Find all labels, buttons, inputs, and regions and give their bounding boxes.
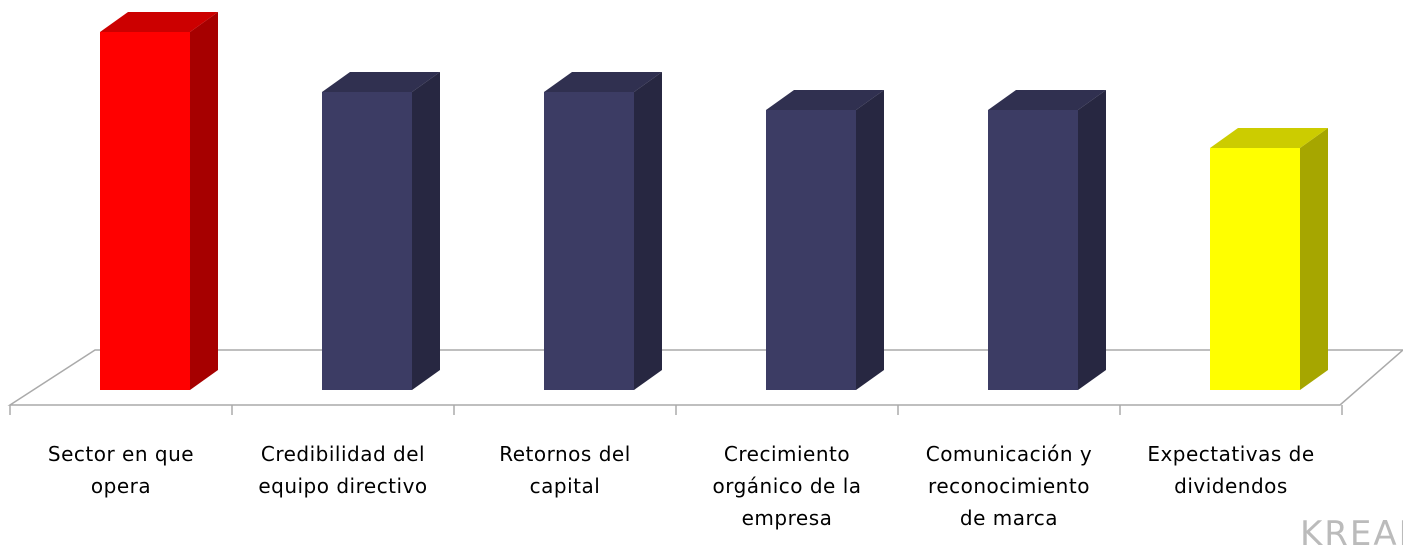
chart (7, 12, 1403, 415)
bar-front (100, 32, 190, 390)
bar (766, 90, 884, 390)
page: KREAB (() => { const data = JSON.parse(d… (7, 12, 1403, 554)
bar (322, 72, 440, 390)
bar (544, 72, 662, 390)
bar-side (856, 90, 884, 390)
bar-side (634, 72, 662, 390)
bar-side (190, 12, 218, 390)
bar-top (322, 72, 440, 92)
x-tick-label: Crecimiento orgánico de la empresa (712, 442, 862, 530)
bar-front (988, 110, 1078, 390)
bar-side (412, 72, 440, 390)
bar-front (1210, 148, 1300, 390)
bar (1210, 128, 1328, 390)
bar-front (544, 92, 634, 390)
bar-top (988, 90, 1106, 110)
bar-top (544, 72, 662, 92)
bar (988, 90, 1106, 390)
x-tick-label: Comunicación y reconocimiento de marca (925, 442, 1093, 530)
watermark: KREAB (1300, 514, 1403, 554)
x-tick-label: Sector en que opera (47, 442, 195, 498)
bar-front (322, 92, 412, 390)
bar-top (766, 90, 884, 110)
bar-front (766, 110, 856, 390)
bar-top (1210, 128, 1328, 148)
bar (100, 12, 218, 390)
bar-top (100, 12, 218, 32)
x-tick-label: Expectativas de dividendos (1147, 442, 1315, 498)
floor (7, 349, 1403, 406)
x-tick-label: Credibilidad del equipo directivo (258, 442, 428, 498)
x-tick-label: Retornos del capital (499, 442, 631, 498)
bar-side (1300, 128, 1328, 390)
bar-side (1078, 90, 1106, 390)
